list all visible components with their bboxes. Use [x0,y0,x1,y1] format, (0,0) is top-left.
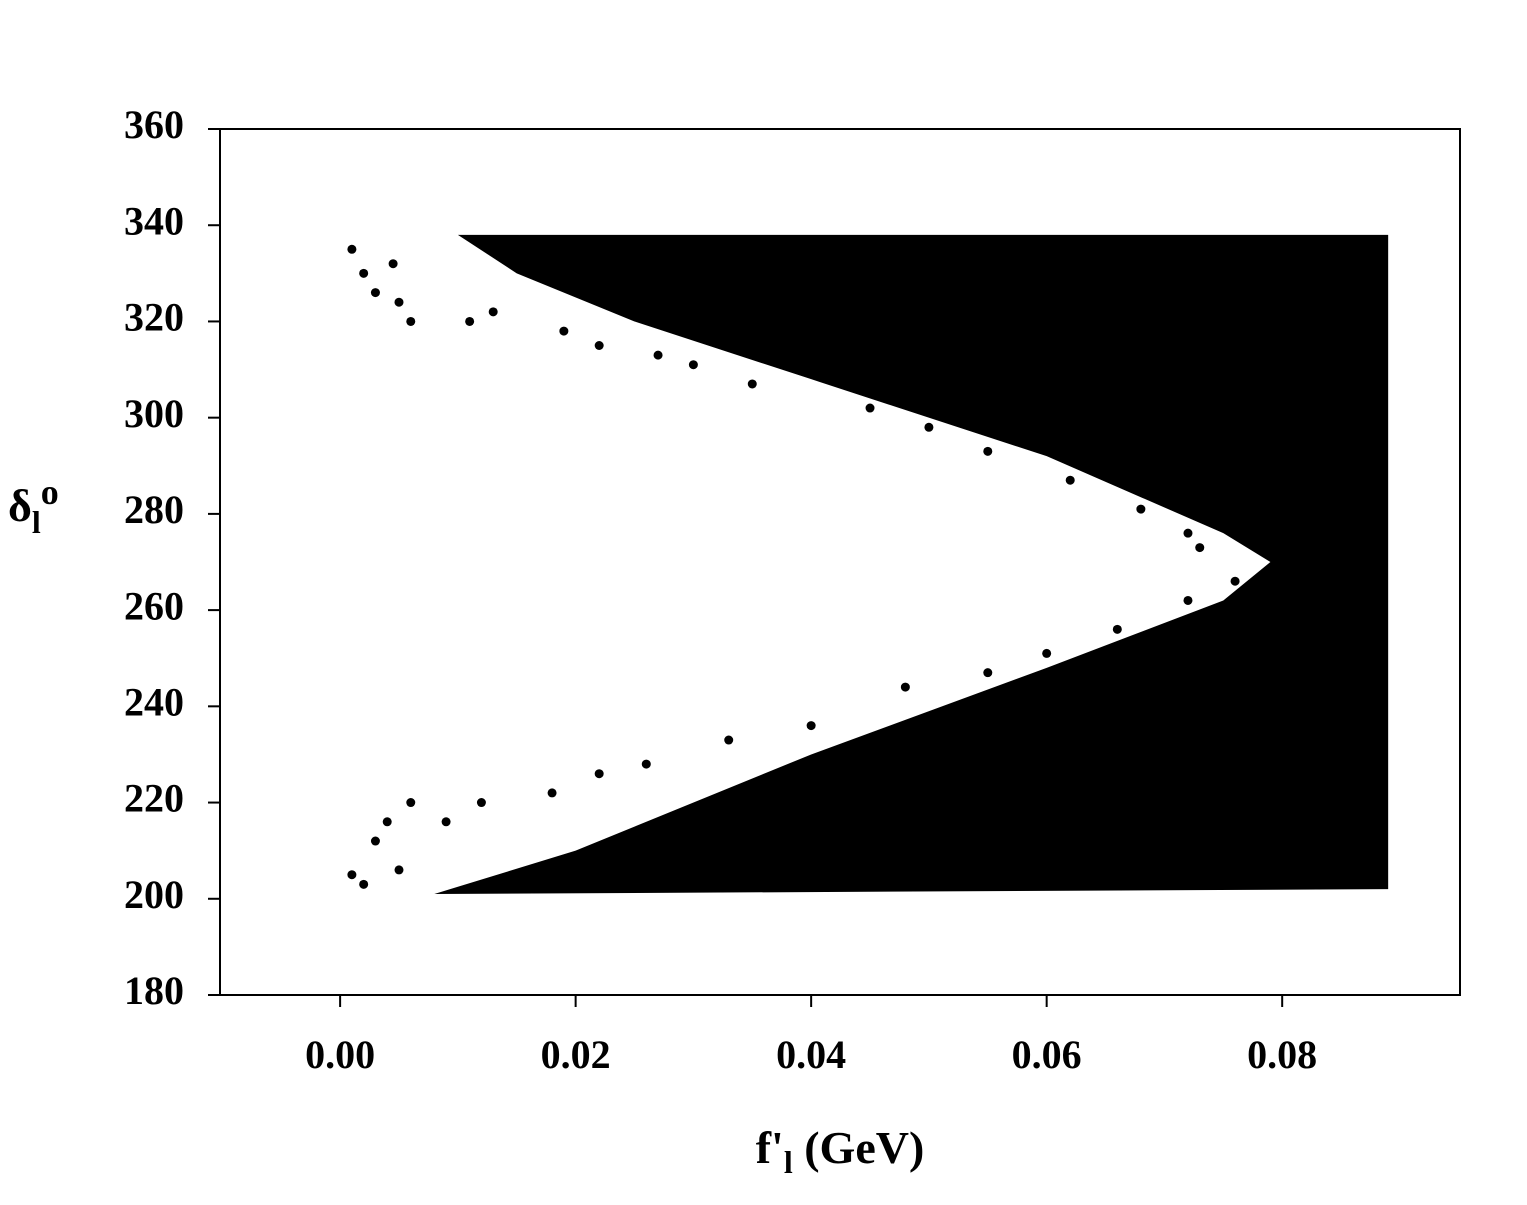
point [394,865,404,875]
y-tick-label: 220 [124,776,184,821]
point [359,268,369,278]
y-tick-label: 240 [124,680,184,725]
point [347,870,357,880]
x-tick-label: 0.04 [776,1032,846,1077]
point [983,668,993,678]
point [370,288,380,298]
x-tick-label: 0.06 [1012,1032,1082,1077]
point [1042,648,1052,658]
point [806,721,816,731]
y-tick-label: 260 [124,583,184,628]
point [1230,576,1240,586]
point [1183,528,1193,538]
point [388,259,398,269]
y-tick-label: 180 [124,968,184,1013]
point [359,879,369,889]
x-label-rest: (GeV) [793,1122,925,1173]
x-tick-label: 0.08 [1247,1032,1317,1077]
y-label-main: δ [8,480,32,531]
x-label-main: f' [756,1122,784,1173]
point [653,350,663,360]
point [476,798,486,808]
point [1183,595,1193,605]
x-tick-label: 0.00 [305,1032,375,1077]
y-label-sub: l [32,504,41,540]
x-tick-label: 0.02 [541,1032,611,1077]
point [547,788,557,798]
point [1112,624,1122,634]
point [688,360,698,370]
point [1136,504,1146,514]
dense-region [434,234,1389,894]
point [488,307,498,317]
x-axis-label: f'l (GeV) [756,1122,925,1181]
point [983,446,993,456]
y-tick-label: 360 [124,102,184,147]
y-label-sup: o [41,472,59,512]
y-tick-label: 200 [124,872,184,917]
point [382,817,392,827]
point [465,316,475,326]
y-axis-label: δlo [8,472,59,540]
y-tick-label: 300 [124,391,184,436]
point [394,297,404,307]
y-tick-label: 320 [124,295,184,340]
x-label-sub: l [784,1144,793,1180]
point [441,817,451,827]
plot-frame [219,128,1461,996]
point [924,422,934,432]
point [347,244,357,254]
point [406,316,416,326]
point [1065,475,1075,485]
point [559,326,569,336]
point [594,769,604,779]
y-tick-label: 340 [124,198,184,243]
point [747,379,757,389]
point [1195,543,1205,553]
point [370,836,380,846]
point [900,682,910,692]
point [406,798,416,808]
point [641,759,651,769]
point [865,403,875,413]
point [594,341,604,350]
point [724,735,734,745]
y-tick-label: 280 [124,487,184,532]
